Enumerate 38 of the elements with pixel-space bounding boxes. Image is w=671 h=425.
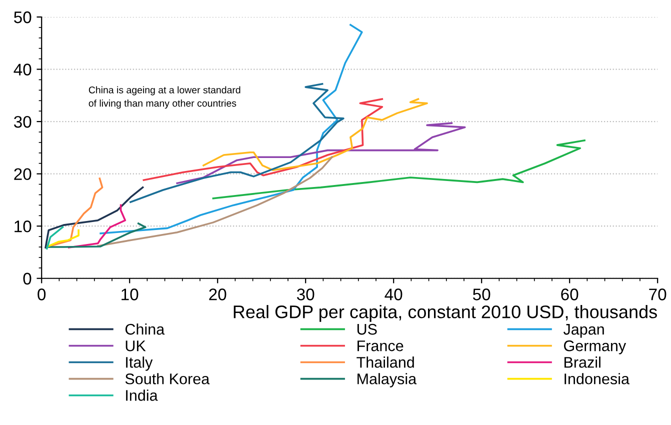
x-tick-label: 30 [296, 288, 314, 300]
y-tick-label: 20 [14, 168, 32, 180]
legend-label: UK [126, 340, 146, 352]
legend-label: Malaysia [358, 373, 417, 388]
x-tick-label: 0 [38, 288, 46, 300]
legend-label: France [358, 340, 404, 352]
annotation: China is ageing at a lower standard of living than many other countries [88, 86, 240, 109]
y-tick-label: 10 [14, 220, 32, 232]
y-tick-label: 30 [14, 116, 32, 128]
line-series [44, 186, 144, 248]
x-tick-label: 50 [472, 288, 490, 300]
x-tick-label: 20 [209, 288, 226, 300]
x-tick-label: 40 [384, 288, 402, 300]
legend-label: Germany [564, 340, 626, 354]
line-series [46, 229, 80, 248]
line-series [142, 98, 384, 182]
x-tick-label: 10 [122, 288, 138, 300]
legend-label: Brazil [564, 356, 600, 368]
legend-label: Japan [563, 324, 604, 338]
legend-label: Indonesia [564, 373, 630, 384]
line-series [68, 204, 126, 248]
y-tick-label: 50 [14, 11, 32, 24]
line-series [46, 222, 146, 248]
legend-label: US [357, 324, 377, 335]
legend-label: Thailand [356, 356, 414, 368]
line-series [212, 139, 586, 200]
x-axis-title: Real GDP per capita, constant 2010 USD, thousands [234, 305, 657, 322]
y-tick-label: 0 [23, 272, 32, 285]
x-tick-label: 70 [649, 288, 666, 300]
legend-label: South Korea [125, 373, 210, 384]
line-series [176, 122, 466, 184]
legend-label: India [126, 390, 158, 401]
x-tick-label: 60 [561, 288, 578, 300]
legend-label: Italy [126, 356, 153, 371]
line-series [97, 156, 333, 247]
line-series [51, 178, 104, 246]
legend-label: China [125, 323, 165, 335]
y-tick-label: 40 [14, 64, 32, 76]
